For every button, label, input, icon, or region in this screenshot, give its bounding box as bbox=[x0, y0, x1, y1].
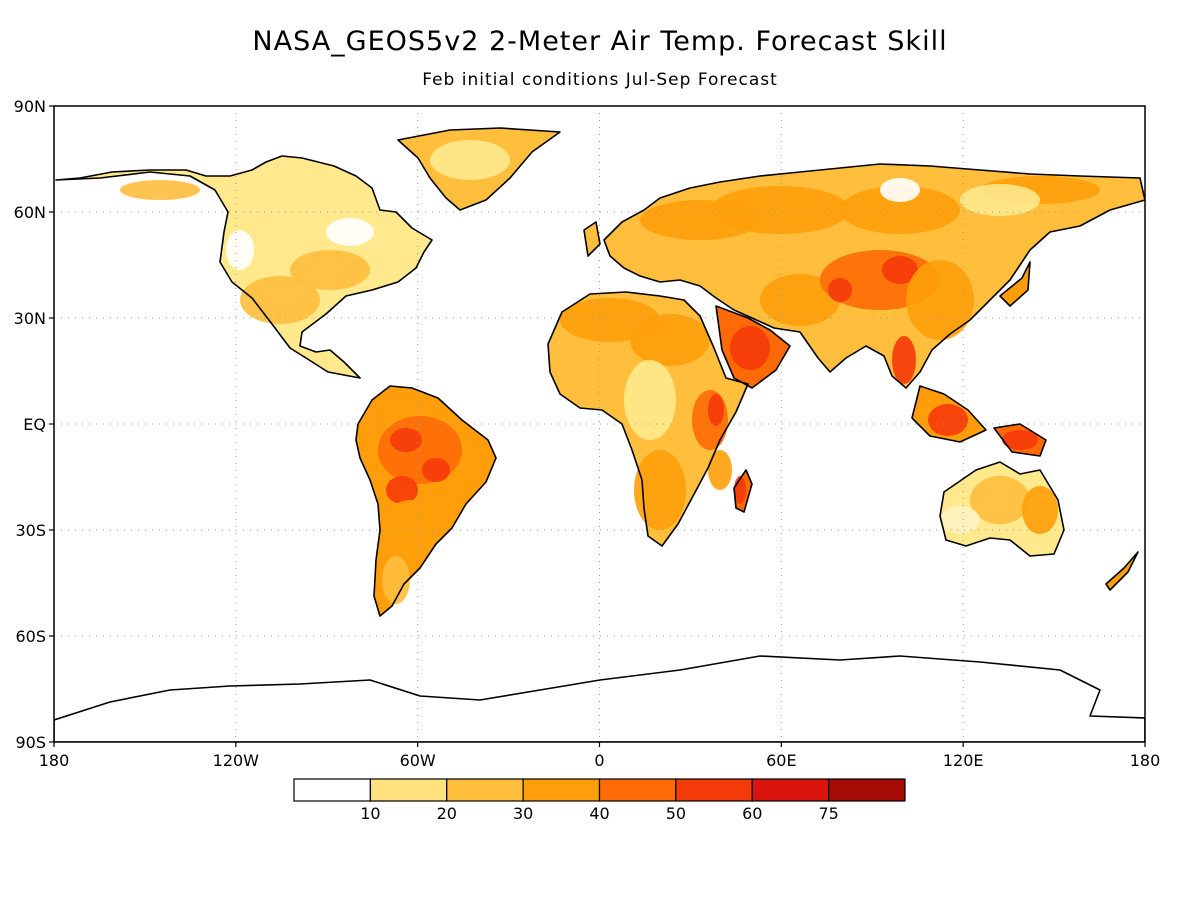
skill-blob-8 bbox=[120, 180, 200, 200]
skill-blob-34 bbox=[1022, 486, 1058, 534]
skill-blob-33 bbox=[970, 476, 1030, 524]
colorbar-swatch bbox=[522, 778, 601, 802]
africa-coastline bbox=[547, 291, 749, 547]
lat-tick-label: 30S bbox=[15, 521, 46, 540]
skill-blob-23 bbox=[906, 260, 974, 340]
lon-tick-label: 60W bbox=[400, 751, 436, 770]
skill-blob-16 bbox=[634, 450, 686, 530]
australia-coastline bbox=[939, 461, 1065, 557]
lon-tick-label: 120W bbox=[213, 751, 260, 770]
skill-blob-21 bbox=[882, 256, 918, 284]
eurasia-coastline bbox=[603, 163, 1145, 389]
skill-blob-19 bbox=[760, 274, 840, 326]
greenland-coastline bbox=[397, 127, 561, 211]
skill-blob-29 bbox=[880, 178, 920, 202]
antarctica-coastline bbox=[54, 655, 1145, 742]
lon-tick-label: 60E bbox=[766, 751, 796, 770]
great-britain-coastline bbox=[583, 221, 601, 257]
coastlines bbox=[54, 127, 1145, 742]
colorbar-label: 20 bbox=[437, 804, 457, 823]
colorbar-label: 50 bbox=[666, 804, 686, 823]
skill-blob-7 bbox=[290, 250, 370, 290]
colorbar-swatch bbox=[598, 778, 677, 802]
map-subtitle: Feb initial conditions Jul-Sep Forecast bbox=[422, 70, 778, 90]
lat-tick-label: 90N bbox=[14, 97, 46, 116]
skill-blob-31 bbox=[928, 404, 968, 436]
skill-fill-layer bbox=[54, 128, 1145, 742]
skill-blob-17 bbox=[708, 450, 732, 490]
skill-blob-10 bbox=[326, 218, 374, 246]
skill-blob-9 bbox=[226, 230, 254, 270]
map-title: NASA_GEOS5v2 2-Meter Air Temp. Forecast … bbox=[252, 26, 948, 57]
lat-tick-label: 60N bbox=[14, 203, 46, 222]
new-zealand-coastline bbox=[1105, 551, 1139, 591]
colorbar-legend: 10 20 30 40 50 60 75 bbox=[293, 778, 906, 823]
skill-blob-5 bbox=[382, 556, 410, 604]
skill-blob-18 bbox=[730, 326, 770, 370]
colorbar-label: 30 bbox=[513, 804, 533, 823]
colorbar-label: 10 bbox=[360, 804, 380, 823]
skill-blob-2 bbox=[422, 458, 450, 482]
colorbar-label: 75 bbox=[818, 804, 838, 823]
skill-blob-22 bbox=[828, 278, 852, 302]
lon-tick-label: 180 bbox=[1130, 751, 1161, 770]
skill-blob-13 bbox=[624, 360, 676, 440]
lat-tick-label: 90S bbox=[15, 733, 46, 752]
skill-blob-0 bbox=[378, 416, 462, 484]
lon-tick-label: 0 bbox=[594, 751, 604, 770]
gridlines bbox=[54, 106, 1145, 742]
south-america-coastline bbox=[355, 385, 497, 617]
japan-coastline bbox=[999, 261, 1031, 307]
arabia-coastline bbox=[715, 305, 791, 389]
skill-blob-25 bbox=[710, 186, 850, 234]
skill-blob-37 bbox=[430, 140, 510, 180]
lat-tick-label: EQ bbox=[23, 415, 46, 434]
skill-blob-32 bbox=[1002, 430, 1038, 450]
colorbar-swatch bbox=[369, 778, 448, 802]
colorbar-swatch bbox=[675, 778, 753, 802]
skill-blob-30 bbox=[892, 336, 916, 384]
colorbar-label: 40 bbox=[589, 804, 609, 823]
skill-blob-28 bbox=[960, 184, 1040, 216]
colorbar-label: 60 bbox=[742, 804, 762, 823]
colorbar-swatch bbox=[446, 778, 524, 802]
indochina-borneo-coastline bbox=[911, 385, 987, 443]
skill-blob-4 bbox=[382, 500, 438, 560]
skill-blob-26 bbox=[840, 186, 960, 234]
skill-blob-35 bbox=[940, 506, 980, 534]
madagascar-coastline bbox=[733, 469, 753, 513]
skill-blob-1 bbox=[390, 428, 422, 452]
new-guinea-coastline bbox=[993, 423, 1047, 457]
lat-tick-label: 60S bbox=[15, 627, 46, 646]
skill-blob-6 bbox=[240, 276, 320, 324]
skill-blob-12 bbox=[630, 314, 710, 366]
colorbar-swatch bbox=[293, 778, 371, 802]
skill-blob-15 bbox=[708, 394, 724, 426]
antarctica-fill bbox=[54, 656, 1145, 742]
skill-blob-3 bbox=[386, 476, 418, 504]
colorbar-swatch bbox=[751, 778, 830, 802]
lat-tick-label: 30N bbox=[14, 309, 46, 328]
colorbar-swatch bbox=[828, 778, 906, 802]
lon-tick-label: 180 bbox=[39, 751, 70, 770]
north-america-coastline bbox=[55, 155, 433, 379]
lon-tick-label: 120E bbox=[943, 751, 984, 770]
